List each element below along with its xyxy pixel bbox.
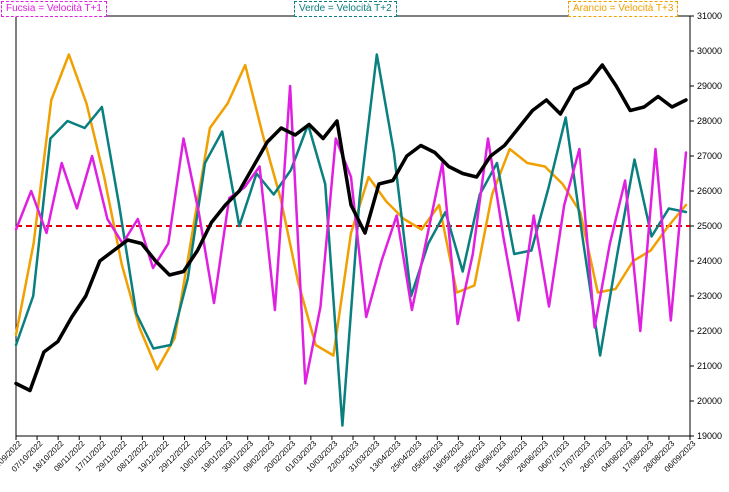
series-line-t1	[14, 84, 688, 385]
y-tick-label: 31000	[697, 11, 722, 21]
y-tick-label: 27000	[697, 151, 722, 161]
y-tick-label: 29000	[697, 81, 722, 91]
y-tick-label: 25000	[697, 221, 722, 231]
y-tick-label: 23000	[697, 291, 722, 301]
y-tick-label: 28000	[697, 116, 722, 126]
y-tick-label: 26000	[697, 186, 722, 196]
legend-t1: Fucsia = Velocità T+1	[1, 1, 107, 17]
legend-t3: Arancio = Velocità T+3	[568, 1, 679, 17]
y-tick-label: 22000	[697, 326, 722, 336]
series-line-t2	[14, 53, 688, 427]
y-tick-label: 19000	[697, 431, 722, 441]
series-line-price	[14, 63, 688, 393]
y-tick-label: 21000	[697, 361, 722, 371]
series-line-t3	[14, 53, 688, 371]
y-tick-label: 20000	[697, 396, 722, 406]
legend-t2: Verde = Velocità T+2	[294, 1, 397, 17]
y-tick-label: 30000	[697, 46, 722, 56]
y-tick-label: 24000	[697, 256, 722, 266]
